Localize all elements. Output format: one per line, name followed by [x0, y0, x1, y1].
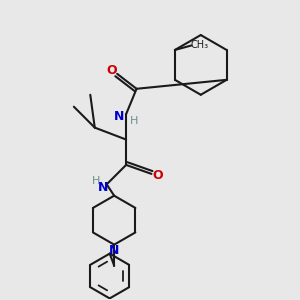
Text: O: O — [106, 64, 117, 77]
Text: H: H — [130, 116, 139, 126]
Text: N: N — [98, 181, 108, 194]
Text: CH₃: CH₃ — [190, 40, 209, 50]
Text: N: N — [114, 110, 125, 123]
Text: N: N — [109, 244, 119, 256]
Text: H: H — [92, 176, 100, 186]
Text: O: O — [152, 169, 163, 182]
